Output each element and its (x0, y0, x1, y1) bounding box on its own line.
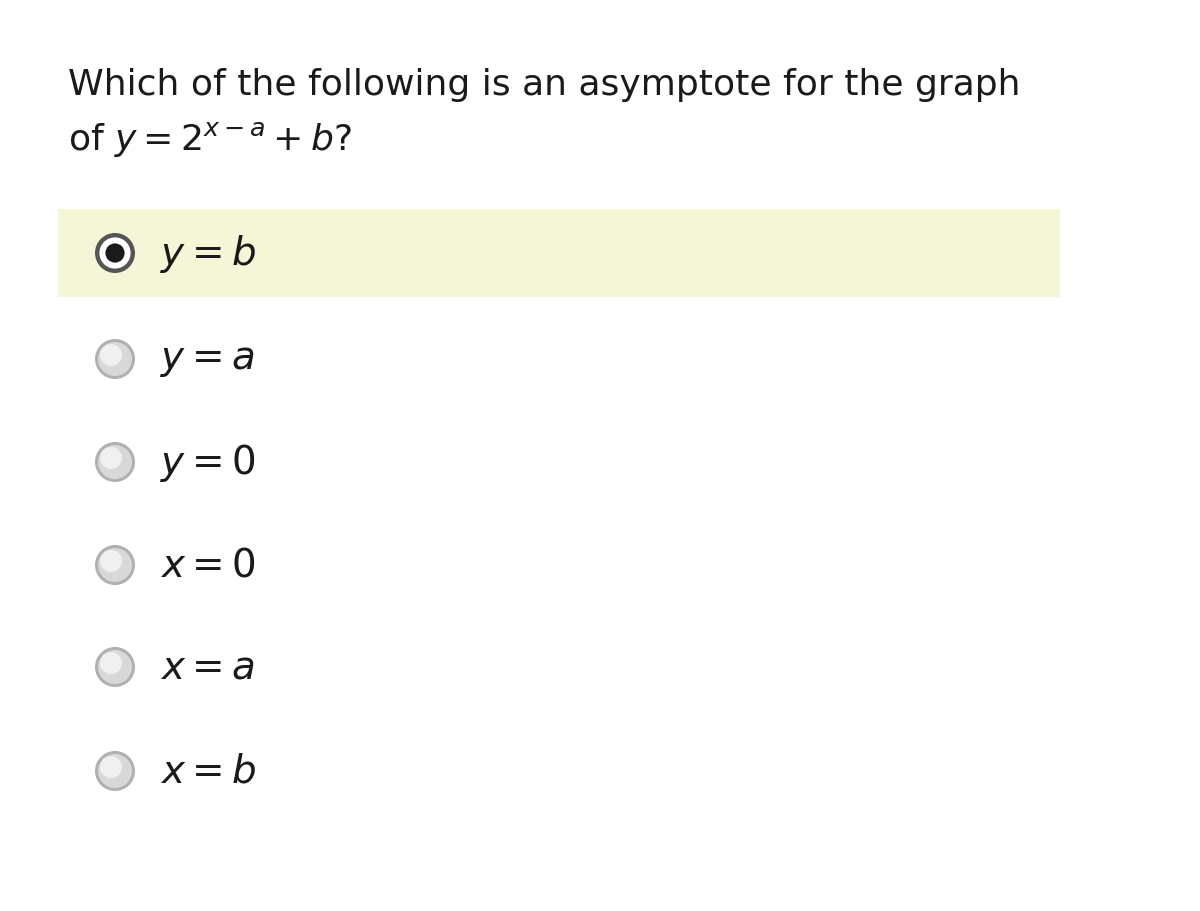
Circle shape (100, 238, 131, 270)
Text: Which of the following is an asymptote for the graph: Which of the following is an asymptote f… (68, 68, 1020, 102)
Text: $x = 0$: $x = 0$ (160, 547, 256, 584)
Circle shape (98, 650, 132, 684)
Circle shape (95, 340, 134, 380)
Text: $y = 0$: $y = 0$ (160, 442, 256, 484)
Circle shape (100, 652, 122, 674)
Circle shape (95, 234, 134, 273)
Circle shape (98, 445, 132, 479)
Text: $y = a$: $y = a$ (160, 341, 254, 379)
Circle shape (100, 756, 122, 778)
Circle shape (106, 244, 125, 263)
Circle shape (98, 754, 132, 788)
Circle shape (95, 752, 134, 791)
Text: of $y = 2^{x-a} + b$?: of $y = 2^{x-a} + b$? (68, 120, 352, 159)
Circle shape (95, 648, 134, 687)
Circle shape (95, 546, 134, 586)
FancyBboxPatch shape (58, 210, 1060, 298)
Text: $y = b$: $y = b$ (160, 232, 257, 275)
Text: $x = b$: $x = b$ (160, 752, 257, 790)
Circle shape (98, 548, 132, 582)
Circle shape (98, 343, 132, 376)
Circle shape (100, 550, 122, 572)
Circle shape (100, 447, 122, 469)
Circle shape (95, 443, 134, 483)
Text: $x = a$: $x = a$ (160, 649, 254, 686)
Circle shape (100, 344, 122, 366)
